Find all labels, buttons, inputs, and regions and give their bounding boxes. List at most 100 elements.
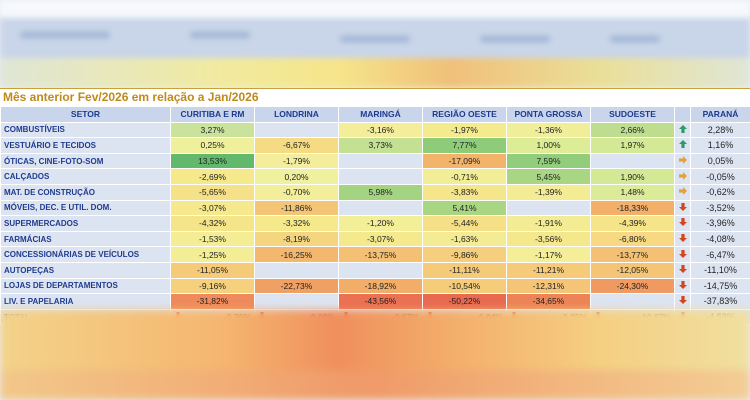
sector-label: CONCESSIONÁRIAS DE VEÍCULOS <box>0 246 171 263</box>
col-header-parana: PARANÁ <box>690 106 750 123</box>
value-cell: -18,33% <box>590 199 675 217</box>
value-cell: -5,44% <box>422 215 507 232</box>
value-cell: -0,70% <box>254 183 339 201</box>
col-header-setor: SETOR <box>0 106 171 123</box>
value-cell: -0,71% <box>422 168 507 185</box>
col-header-maringa: MARINGÁ <box>338 106 423 123</box>
header-row: SETOR CURITIBA E RM LONDRINA MARINGÁ REG… <box>0 106 750 123</box>
value-cell: 2,66% <box>590 121 675 139</box>
value-cell: -1,36% <box>506 121 591 139</box>
sector-label: LOJAS DE DEPARTAMENTOS <box>0 277 171 295</box>
sector-label: VESTUÁRIO E TECIDOS <box>0 137 171 154</box>
value-cell: -13,75% <box>338 246 423 263</box>
parana-value: -0,05% <box>690 168 750 185</box>
arrow-right-icon <box>674 183 691 201</box>
col-header-curitiba: CURITIBA E RM <box>170 106 255 123</box>
sector-label: CALÇADOS <box>0 168 171 185</box>
value-cell: 1,97% <box>590 137 675 154</box>
value-cell: -4,32% <box>170 215 255 232</box>
table-row: AUTOPEÇAS -11,05% -11,11% -11,21% -12,05% -11… <box>0 261 750 279</box>
value-cell: -11,86% <box>254 199 339 217</box>
value-cell: -12,05% <box>590 261 675 279</box>
col-header-arrow <box>674 106 691 123</box>
value-cell <box>338 199 423 217</box>
arrow-down-icon <box>674 215 691 232</box>
value-cell: 5,45% <box>506 168 591 185</box>
value-cell: -3,07% <box>170 199 255 217</box>
value-cell: -2,69% <box>170 168 255 185</box>
value-cell: 1,00% <box>506 137 591 154</box>
value-cell: -5,65% <box>170 183 255 201</box>
parana-value: -14,75% <box>690 277 750 295</box>
data-table: SETOR CURITIBA E RM LONDRINA MARINGÁ REG… <box>0 106 750 326</box>
table-row: FARMÁCIAS -1,53% -8,19% -3,07% -1,63% -3,56% -… <box>0 230 750 248</box>
parana-value: -3,96% <box>690 215 750 232</box>
value-cell <box>590 293 675 310</box>
parana-value: -6,47% <box>690 246 750 263</box>
value-cell: -10,54% <box>422 277 507 295</box>
arrow-down-icon <box>674 230 691 248</box>
value-cell: -3,07% <box>338 230 423 248</box>
value-cell: -8,19% <box>254 230 339 248</box>
value-cell: -18,92% <box>338 277 423 295</box>
arrow-down-icon <box>674 199 691 217</box>
col-header-sudoeste: SUDOESTE <box>590 106 675 123</box>
value-cell: -31,82% <box>170 293 255 310</box>
value-cell: 0,20% <box>254 168 339 185</box>
table-row: VESTUÁRIO E TECIDOS 0,25% -6,67% 3,73% 7,77%… <box>0 137 750 154</box>
parana-value: -11,10% <box>690 261 750 279</box>
value-cell: -13,77% <box>590 246 675 263</box>
sector-label: MÓVEIS, DEC. E UTIL. DOM. <box>0 199 171 217</box>
value-cell: -9,86% <box>422 246 507 263</box>
value-cell: 3,27% <box>170 121 255 139</box>
arrow-up-icon <box>674 121 691 139</box>
value-cell: -22,73% <box>254 277 339 295</box>
value-cell: 13,53% <box>170 152 255 170</box>
table-row: CALÇADOS -2,69% 0,20% -0,71% 5,45% 1,90% -0,05… <box>0 168 750 185</box>
parana-value: 2,28% <box>690 121 750 139</box>
parana-value: 1,16% <box>690 137 750 154</box>
parana-value: 0,05% <box>690 152 750 170</box>
sector-label: MAT. DE CONSTRUÇÃO <box>0 183 171 201</box>
arrow-down-icon <box>674 293 691 310</box>
table-row: LIV. E PAPELARIA -31,82% -43,56% -50,22% -34… <box>0 293 750 310</box>
value-cell: 5,41% <box>422 199 507 217</box>
value-cell: 7,59% <box>506 152 591 170</box>
blurred-footer-region <box>0 310 750 400</box>
table-row: LOJAS DE DEPARTAMENTOS -9,16% -22,73% -18,9… <box>0 277 750 295</box>
value-cell: 7,77% <box>422 137 507 154</box>
sector-label: FARMÁCIAS <box>0 230 171 248</box>
table-row: SUPERMERCADOS -4,32% -3,32% -1,20% -5,44% -1,… <box>0 215 750 232</box>
value-cell <box>338 152 423 170</box>
value-cell: -34,65% <box>506 293 591 310</box>
blurred-header-region <box>0 0 750 88</box>
table-row: COMBUSTÍVEIS 3,27% -3,16% -1,97% -1,36% 2,66%… <box>0 121 750 139</box>
value-cell <box>254 261 339 279</box>
parana-value: -3,52% <box>690 199 750 217</box>
value-cell: -43,56% <box>338 293 423 310</box>
table-title-bar: Mês anterior Fev/2026 em relação a Jan/2… <box>0 88 750 107</box>
value-cell: 3,73% <box>338 137 423 154</box>
table-row: MÓVEIS, DEC. E UTIL. DOM. -3,07% -11,86% 5,… <box>0 199 750 217</box>
col-header-ponta-grossa: PONTA GROSSA <box>506 106 591 123</box>
value-cell <box>338 168 423 185</box>
parana-value: -0,62% <box>690 183 750 201</box>
value-cell: -9,16% <box>170 277 255 295</box>
value-cell: -3,16% <box>338 121 423 139</box>
value-cell <box>254 121 339 139</box>
parana-value: -4,08% <box>690 230 750 248</box>
value-cell: -1,53% <box>170 230 255 248</box>
value-cell: -3,32% <box>254 215 339 232</box>
value-cell: -16,25% <box>254 246 339 263</box>
value-cell: -6,80% <box>590 230 675 248</box>
sector-label: SUPERMERCADOS <box>0 215 171 232</box>
value-cell: -3,83% <box>422 183 507 201</box>
value-cell: -24,30% <box>590 277 675 295</box>
value-cell <box>506 199 591 217</box>
value-cell: -17,09% <box>422 152 507 170</box>
value-cell <box>590 152 675 170</box>
value-cell: -1,63% <box>422 230 507 248</box>
value-cell: -11,05% <box>170 261 255 279</box>
value-cell: -11,11% <box>422 261 507 279</box>
value-cell: -1,97% <box>422 121 507 139</box>
